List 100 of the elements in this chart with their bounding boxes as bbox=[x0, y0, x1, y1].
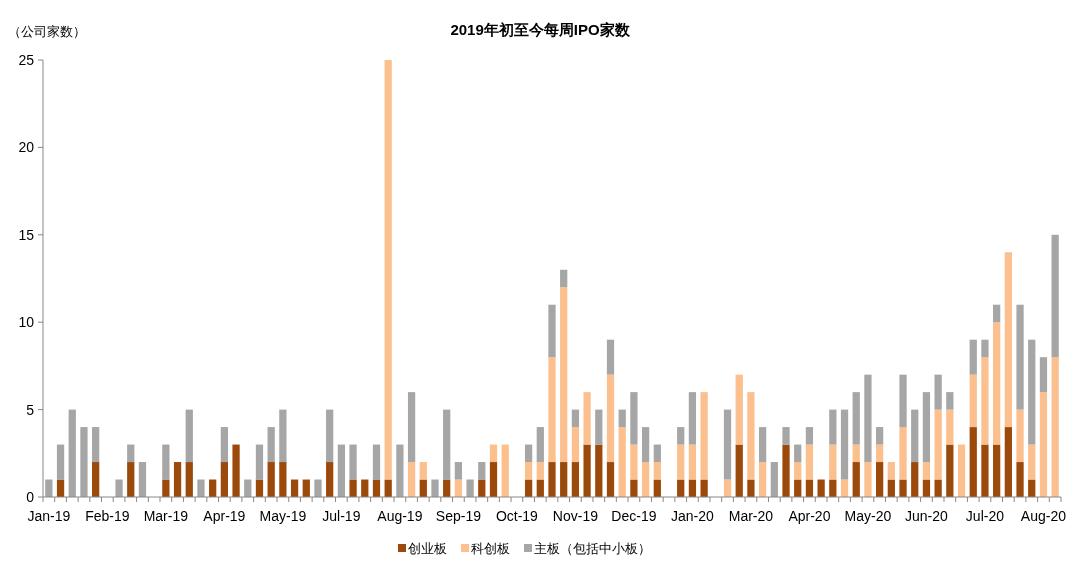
bar bbox=[560, 287, 568, 463]
bar bbox=[1004, 252, 1012, 428]
bar bbox=[1004, 427, 1012, 497]
bar bbox=[899, 479, 907, 497]
bar bbox=[969, 427, 977, 497]
bar bbox=[630, 392, 638, 445]
x-tick-label: Apr-19 bbox=[203, 508, 246, 524]
bar bbox=[922, 392, 931, 463]
bar bbox=[337, 444, 346, 497]
x-tick-label: Jan-19 bbox=[27, 508, 71, 524]
bar bbox=[840, 409, 849, 480]
bar bbox=[524, 444, 533, 463]
bar bbox=[688, 392, 697, 445]
bar bbox=[571, 462, 580, 497]
bar bbox=[677, 427, 685, 445]
bar bbox=[969, 339, 977, 375]
bar bbox=[478, 462, 486, 480]
bar bbox=[466, 479, 474, 497]
bar bbox=[1028, 444, 1036, 480]
bar bbox=[700, 479, 708, 497]
bar bbox=[489, 462, 498, 497]
bar bbox=[349, 479, 357, 497]
bar bbox=[677, 444, 685, 480]
bar bbox=[267, 462, 275, 497]
bar bbox=[934, 374, 942, 410]
x-tick-label: Dec-19 bbox=[611, 508, 657, 524]
legend-label: 主板（包括中小板） bbox=[534, 541, 651, 556]
bar bbox=[735, 444, 743, 497]
bar bbox=[758, 462, 767, 497]
bar bbox=[747, 392, 755, 480]
x-tick-label: Jun-20 bbox=[905, 508, 949, 524]
bar bbox=[571, 427, 580, 463]
bar bbox=[431, 479, 439, 497]
bar bbox=[606, 339, 615, 375]
bar bbox=[899, 374, 907, 428]
bar bbox=[829, 409, 837, 445]
bar bbox=[957, 444, 966, 497]
bar bbox=[326, 462, 334, 497]
x-tick-label: Apr-20 bbox=[788, 508, 831, 524]
bar bbox=[911, 409, 919, 463]
bar bbox=[606, 374, 615, 463]
bar bbox=[618, 427, 626, 497]
bar bbox=[1051, 234, 1059, 358]
bar bbox=[407, 392, 416, 463]
bar bbox=[80, 427, 88, 497]
legend-label: 创业板 bbox=[408, 541, 447, 556]
bar bbox=[454, 462, 463, 480]
x-tick-label: Aug-19 bbox=[377, 508, 423, 524]
bar bbox=[560, 462, 568, 497]
bar bbox=[326, 409, 334, 463]
x-tick-label: Nov-19 bbox=[552, 508, 599, 524]
x-tick-label: Jul-20 bbox=[965, 508, 1005, 524]
bar bbox=[255, 444, 264, 480]
bar bbox=[981, 444, 989, 497]
bar bbox=[782, 427, 790, 445]
x-tick-label: May-20 bbox=[844, 508, 892, 524]
bar bbox=[68, 409, 76, 497]
bar bbox=[1016, 304, 1024, 410]
bar bbox=[220, 462, 228, 497]
bar bbox=[396, 444, 404, 497]
bar bbox=[92, 462, 100, 497]
bar bbox=[419, 462, 427, 480]
chart-title: 2019年初至今每周IPO家数 bbox=[450, 21, 631, 38]
bar bbox=[1039, 392, 1048, 497]
bar bbox=[56, 444, 65, 480]
bar bbox=[969, 374, 977, 428]
bar bbox=[993, 304, 1001, 323]
bar bbox=[489, 444, 498, 463]
bar bbox=[946, 444, 954, 497]
bar bbox=[1016, 409, 1024, 463]
bar bbox=[876, 427, 884, 445]
bar bbox=[852, 392, 860, 445]
bar bbox=[852, 444, 860, 463]
bar bbox=[583, 444, 591, 497]
bar bbox=[946, 392, 954, 410]
bar bbox=[899, 427, 907, 480]
bar bbox=[618, 409, 626, 428]
bar bbox=[864, 374, 872, 463]
bar bbox=[267, 427, 275, 463]
bar bbox=[641, 427, 650, 463]
bar bbox=[876, 444, 884, 463]
legend-label: 科创板 bbox=[471, 541, 510, 556]
x-tick-label: Feb-19 bbox=[85, 508, 130, 524]
bar bbox=[653, 462, 661, 480]
bar bbox=[887, 462, 895, 480]
bar bbox=[279, 409, 287, 463]
bar bbox=[641, 462, 650, 497]
x-tick-label: Sep-19 bbox=[435, 508, 482, 524]
bar bbox=[501, 444, 509, 497]
bar bbox=[1051, 357, 1059, 497]
bar bbox=[782, 444, 790, 497]
x-tick-label: Aug-20 bbox=[1020, 508, 1067, 524]
y-tick-label: 5 bbox=[26, 401, 35, 418]
y-tick-label: 25 bbox=[18, 52, 35, 68]
bar bbox=[1016, 462, 1024, 497]
bar bbox=[384, 60, 392, 480]
bar bbox=[372, 444, 381, 480]
bar bbox=[185, 462, 193, 497]
bar bbox=[115, 479, 123, 497]
x-tick-label: Jul-19 bbox=[322, 508, 361, 524]
